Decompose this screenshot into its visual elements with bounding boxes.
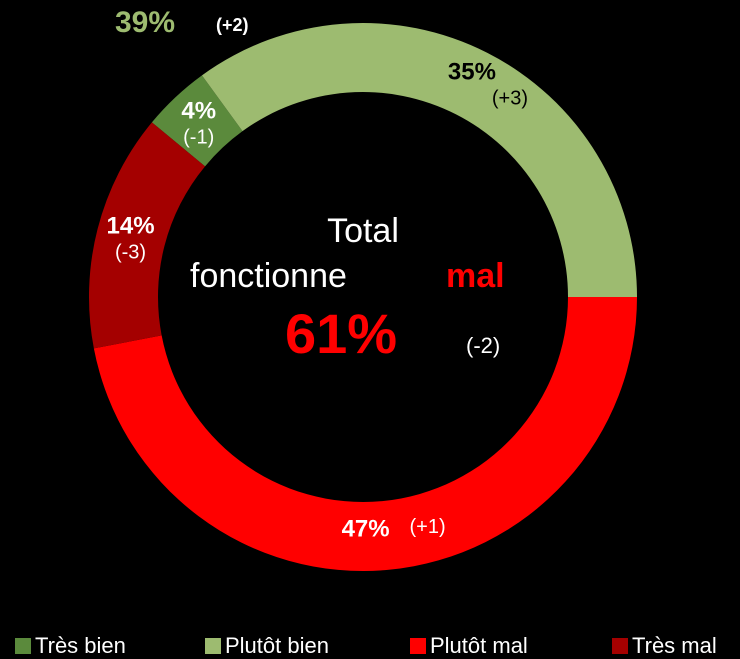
legend-swatch xyxy=(410,638,426,654)
legend-swatch xyxy=(205,638,221,654)
donut-segment xyxy=(89,122,206,349)
donut-segment xyxy=(93,297,638,571)
center-highlight: mal xyxy=(446,257,505,295)
legend-label: Plutôt bien xyxy=(225,633,329,658)
total-bien-value: 39% xyxy=(115,6,175,39)
legend-label: Très bien xyxy=(35,633,126,658)
legend-label: Plutôt mal xyxy=(430,633,528,658)
change-label: (+1) xyxy=(410,516,446,538)
legend-label: Très mal xyxy=(632,633,717,658)
center-line1: Total xyxy=(327,212,399,250)
change-label: (-1) xyxy=(183,126,214,148)
value-label: 35% xyxy=(448,59,496,86)
value-label: 4% xyxy=(181,97,216,124)
total-bien-change: (+2) xyxy=(216,15,249,35)
donut-segment xyxy=(151,75,243,167)
change-label: (-3) xyxy=(115,242,146,264)
center-value: 61% xyxy=(285,302,397,365)
value-label: 47% xyxy=(342,515,390,542)
center-change: (-2) xyxy=(466,333,500,358)
change-label: (+3) xyxy=(492,87,528,109)
legend-swatch xyxy=(15,638,31,654)
center-line2: fonctionne xyxy=(190,257,347,295)
donut-segment xyxy=(201,23,637,298)
value-label: 14% xyxy=(107,213,155,240)
legend-swatch xyxy=(612,638,628,654)
